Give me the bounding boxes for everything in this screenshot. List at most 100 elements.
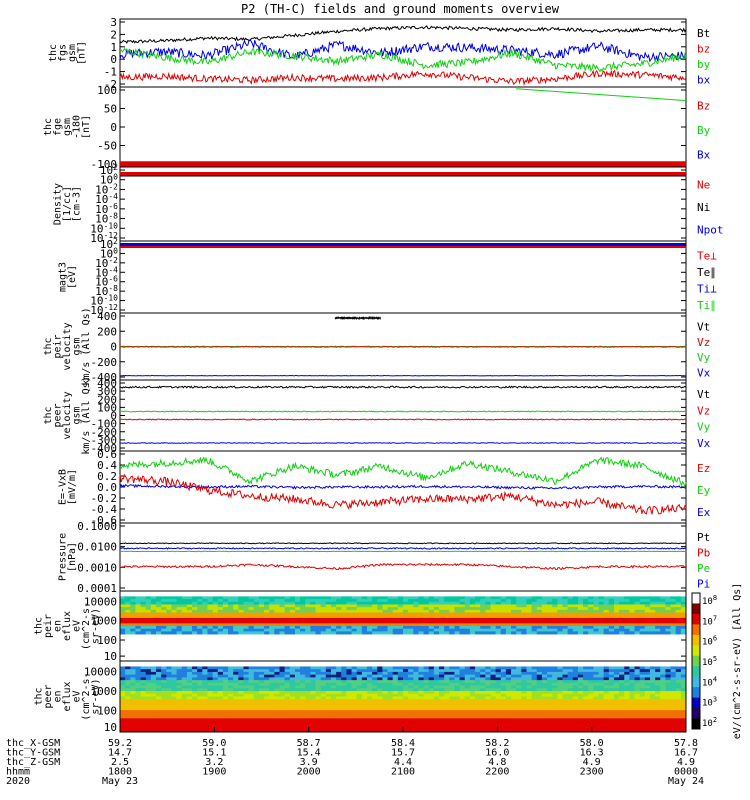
heat-cell [274, 599, 280, 603]
panel-frame [119, 240, 687, 314]
heat-cell [454, 696, 460, 700]
heat-cell [511, 699, 517, 703]
heat-cell [284, 628, 291, 632]
heat-cell [495, 682, 502, 686]
heat-cell [130, 699, 136, 703]
heat-cell [583, 696, 589, 700]
y-tick-label: 10-4 [95, 265, 118, 279]
heat-cell [135, 609, 141, 613]
heat-cell [423, 712, 430, 717]
heat-cell [439, 609, 445, 613]
heat-cell [552, 666, 558, 670]
heat-cell [279, 726, 286, 730]
heat-cell [125, 671, 131, 676]
heat-cell [680, 721, 687, 725]
heat-cell [552, 682, 558, 686]
heat-cell [325, 596, 332, 600]
heat-cell [382, 693, 388, 697]
heat-cell [330, 604, 337, 608]
heat-cell [670, 607, 677, 611]
heat-cell [675, 615, 682, 619]
heat-cell [300, 628, 306, 632]
heat-cell [341, 604, 347, 608]
heat-cell [336, 620, 342, 624]
heat-cell [233, 669, 239, 673]
heat-cell [552, 729, 558, 733]
series-Ne [120, 172, 686, 176]
heat-cell [305, 604, 311, 608]
heat-cell [366, 604, 373, 608]
heat-cell [377, 628, 383, 632]
heat-cell [361, 599, 368, 603]
heat-cell [655, 707, 661, 711]
heat-cell [171, 704, 177, 708]
heat-cell [315, 707, 322, 711]
x-tick-value: 2200 [485, 767, 509, 778]
heat-cell [608, 729, 615, 733]
heat-cell [567, 669, 574, 673]
heat-cell [403, 699, 409, 703]
heat-cell [655, 596, 661, 600]
heat-cell [613, 599, 620, 603]
heat-cell [660, 693, 666, 697]
heat-cell [233, 699, 239, 703]
heat-cell [459, 699, 466, 703]
heat-cell [181, 604, 188, 608]
x-row-label: thc_X-GSM [6, 738, 60, 749]
heat-cell [300, 620, 306, 624]
heat-cell [480, 674, 486, 678]
heat-cell [150, 710, 157, 714]
heat-cell [397, 631, 404, 635]
heat-cell [171, 688, 177, 692]
heat-cell [418, 696, 424, 700]
heat-cell [135, 596, 141, 600]
heat-cell [413, 729, 419, 733]
heat-cell [680, 693, 687, 697]
heat-cell [284, 607, 291, 611]
heat-cell [619, 612, 625, 616]
heat-cell [475, 612, 481, 616]
heat-cell [675, 674, 682, 678]
heat-cell [222, 707, 229, 711]
heat-cell [377, 685, 383, 689]
heat-cell [320, 718, 327, 722]
x-tick-value: 15.4 [297, 748, 321, 759]
legend-label: Bx [697, 149, 711, 162]
heat-cell [377, 623, 383, 627]
heat-cell [382, 626, 388, 630]
heat-cell [624, 677, 630, 681]
heat-cell [279, 721, 286, 725]
heat-cell [547, 721, 553, 725]
heat-cell [258, 671, 265, 676]
heat-cell [305, 623, 311, 627]
heat-cell [613, 723, 620, 727]
heat-cell [418, 699, 424, 703]
heat-cell [202, 707, 208, 711]
legend-label: Ti⊥ [697, 282, 717, 295]
heat-cell [639, 609, 646, 613]
heat-cell [454, 596, 460, 600]
heat-cell [670, 699, 677, 703]
heat-cell [439, 669, 445, 673]
heat-cell [387, 609, 394, 613]
heat-cell [382, 701, 388, 706]
heat-cell [660, 688, 666, 692]
heat-cell [269, 607, 275, 611]
heat-cell [408, 701, 414, 706]
heat-cell [665, 615, 671, 619]
heat-cell [258, 607, 265, 611]
heat-cell [418, 596, 424, 600]
heat-cell [557, 707, 563, 711]
heat-cell [346, 601, 352, 605]
heat-cell [505, 729, 512, 733]
heat-cell [505, 620, 512, 624]
heat-cell [161, 721, 167, 725]
heat-cell [670, 669, 677, 673]
heat-cell [439, 688, 445, 692]
heat-cell [279, 693, 286, 697]
heat-cell [480, 685, 486, 689]
heat-cell [403, 607, 409, 611]
heat-cell [608, 631, 615, 635]
heat-cell [161, 712, 167, 717]
heat-cell [598, 729, 605, 733]
